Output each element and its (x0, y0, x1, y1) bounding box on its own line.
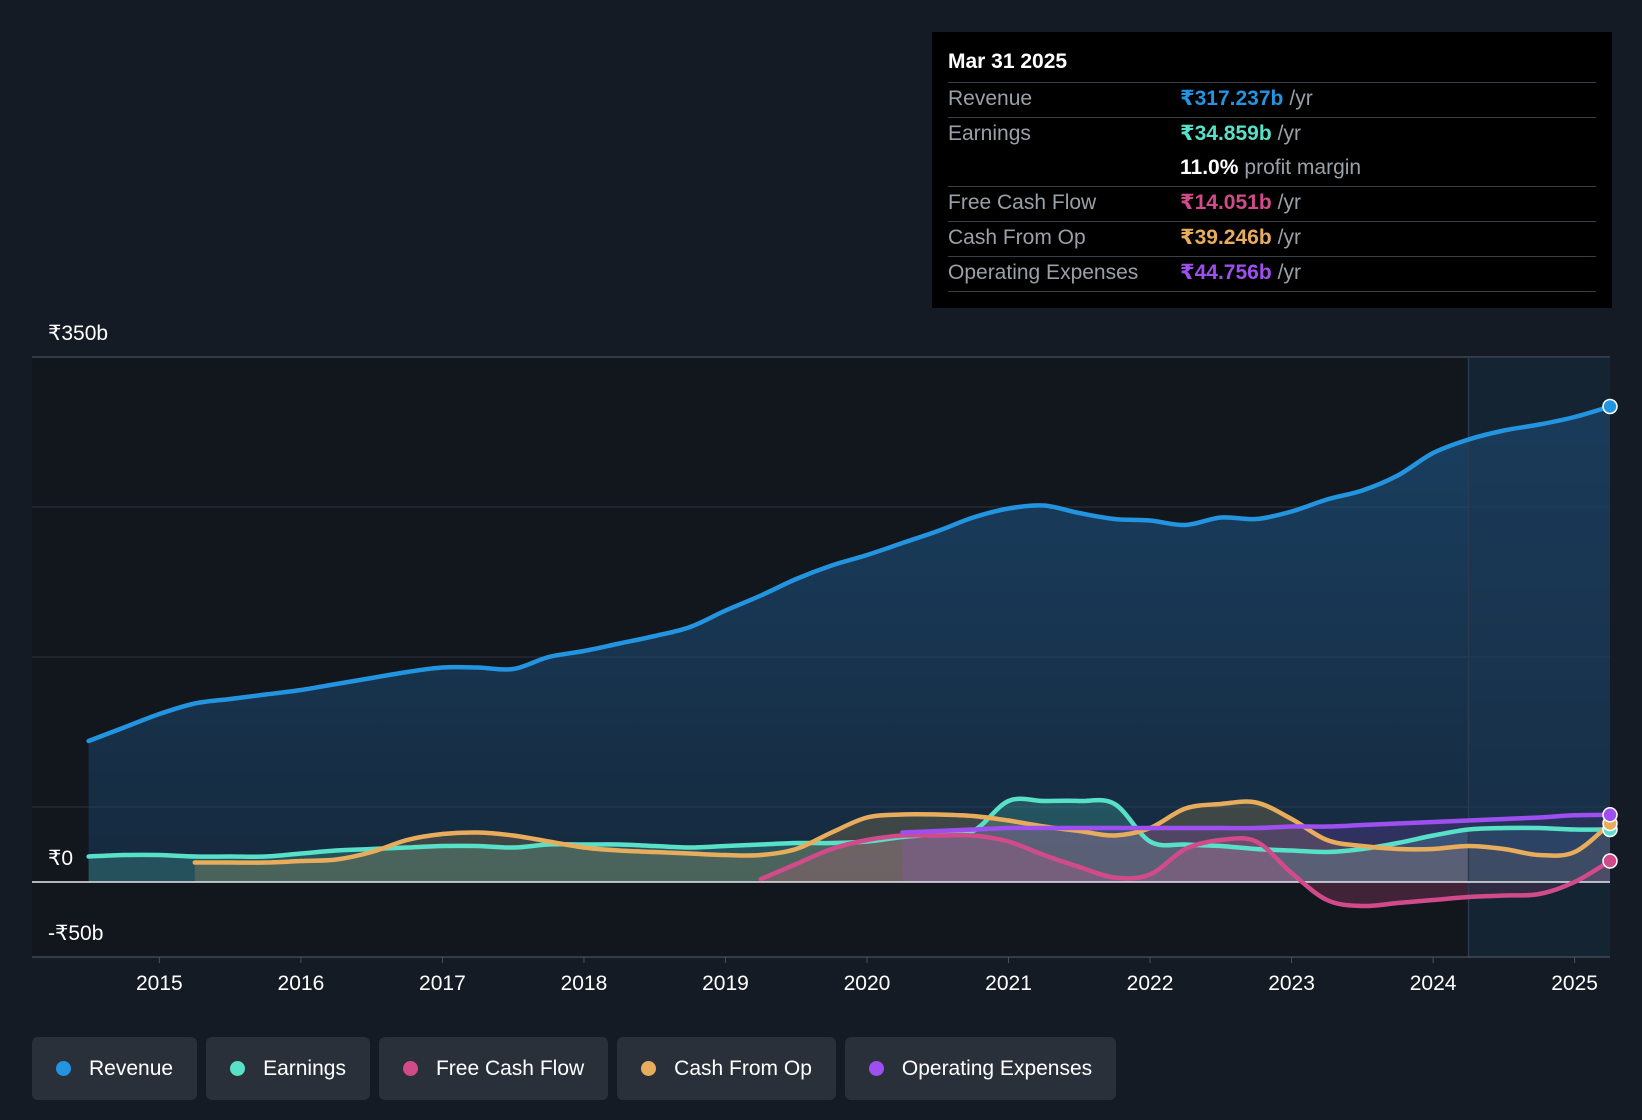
tooltip-value: ₹39.246b (1180, 226, 1272, 249)
legend-item-earnings[interactable]: Earnings (206, 1037, 370, 1100)
tooltip-label: Earnings (948, 122, 1031, 145)
tooltip-label (948, 152, 1180, 186)
legend-dot-icon (402, 1061, 418, 1076)
x-axis-labels: 2015 2016 2017 2018 2019 2020 2021 2022 2023 2024… (32, 956, 1610, 995)
area-revenue (88, 406, 1611, 882)
tooltip-row-profit-margin: 11.0% profit margin (948, 152, 1596, 187)
x-tick-label: 2017 (419, 972, 466, 995)
line-operating-expenses (900, 812, 1613, 835)
tooltip-row-earnings: Earnings ₹34.859b /yr (948, 118, 1596, 152)
area-cash-from-op (194, 801, 1610, 882)
line-cash-from-op (192, 799, 1613, 865)
y-tick-label: ₹350b (48, 322, 108, 345)
x-tick-label: 2023 (1268, 972, 1315, 995)
tooltip-unit: /yr (1277, 226, 1301, 249)
tooltip-row-revenue: Revenue ₹317.237b /yr (948, 83, 1596, 118)
forecast-region (1468, 357, 1610, 957)
tooltip-unit: /yr (1277, 122, 1301, 145)
tooltip-row-operating-expenses: Operating Expenses ₹44.756b /yr (948, 257, 1596, 292)
tooltip-label: Revenue (948, 87, 1033, 110)
tooltip-row-cash-from-op: Cash From Op ₹39.246b /yr (948, 222, 1596, 257)
tooltip-row-free-cash-flow: Free Cash Flow ₹14.051b /yr (948, 187, 1596, 222)
tooltip-unit: profit margin (1244, 156, 1362, 179)
legend-label: Operating Expenses (901, 1056, 1093, 1080)
legend-dot-icon (868, 1061, 884, 1076)
endpoint-free-cash-flow (1602, 853, 1618, 869)
x-tick-label: 2024 (1410, 972, 1457, 995)
tooltip-label: Cash From Op (948, 226, 1086, 249)
endpoint-revenue (1602, 398, 1618, 415)
endpoint-operating-expenses (1602, 807, 1618, 823)
tooltip: Mar 31 2025 Revenue ₹317.237b /yr Earnin… (932, 32, 1612, 308)
tooltip-value: ₹14.051b (1180, 191, 1272, 214)
tooltip-date: Mar 31 2025 (948, 46, 1596, 83)
line-free-cash-flow (758, 832, 1613, 909)
legend-item-free-cash-flow[interactable]: Free Cash Flow (378, 1037, 609, 1100)
legend-label: Earnings (263, 1056, 346, 1080)
tooltip-value: ₹317.237b (1180, 87, 1284, 110)
y-tick-label: -₹50b (48, 922, 103, 945)
x-tick-label: 2019 (702, 972, 749, 995)
legend-dot-icon (56, 1061, 71, 1076)
x-tick-label: 2021 (985, 972, 1032, 995)
x-tick-label: 2018 (561, 972, 608, 995)
x-tick-label: 2015 (136, 972, 183, 995)
series-lines (86, 404, 1613, 909)
legend-dot-icon (641, 1061, 657, 1076)
legend-item-operating-expenses[interactable]: Operating Expenses (844, 1037, 1117, 1100)
x-tick-label: 2025 (1551, 972, 1598, 995)
x-tick-label: 2016 (278, 972, 325, 995)
tooltip-value: 11.0% (1180, 156, 1239, 179)
tooltip-unit: /yr (1289, 87, 1313, 110)
tooltip-label: Operating Expenses (948, 261, 1139, 284)
area-earnings (88, 798, 1611, 882)
series-endpoints (1602, 398, 1618, 869)
area-free-cash-flow (760, 835, 1610, 907)
legend-label: Free Cash Flow (435, 1056, 585, 1080)
y-axis-labels: ₹350b ₹0 -₹50b (48, 322, 108, 945)
y-tick-label: ₹0 (48, 847, 73, 870)
tooltip-unit: /yr (1277, 191, 1301, 214)
x-tick-label: 2020 (844, 972, 891, 995)
legend-label: Cash From Op (674, 1056, 812, 1080)
legend-label: Revenue (89, 1056, 174, 1080)
legend-item-cash-from-op[interactable]: Cash From Op (617, 1037, 836, 1100)
legend-item-revenue[interactable]: Revenue (32, 1037, 198, 1100)
tooltip-value: ₹34.859b (1180, 122, 1272, 145)
tooltip-unit: /yr (1277, 261, 1301, 284)
x-tick-label: 2022 (1127, 972, 1174, 995)
tooltip-value: ₹44.756b (1180, 261, 1272, 284)
line-revenue (86, 404, 1613, 744)
legend-dot-icon (230, 1061, 246, 1076)
legend: Revenue Earnings Free Cash Flow Cash Fro… (32, 1037, 1117, 1100)
tooltip-label: Free Cash Flow (948, 191, 1097, 214)
